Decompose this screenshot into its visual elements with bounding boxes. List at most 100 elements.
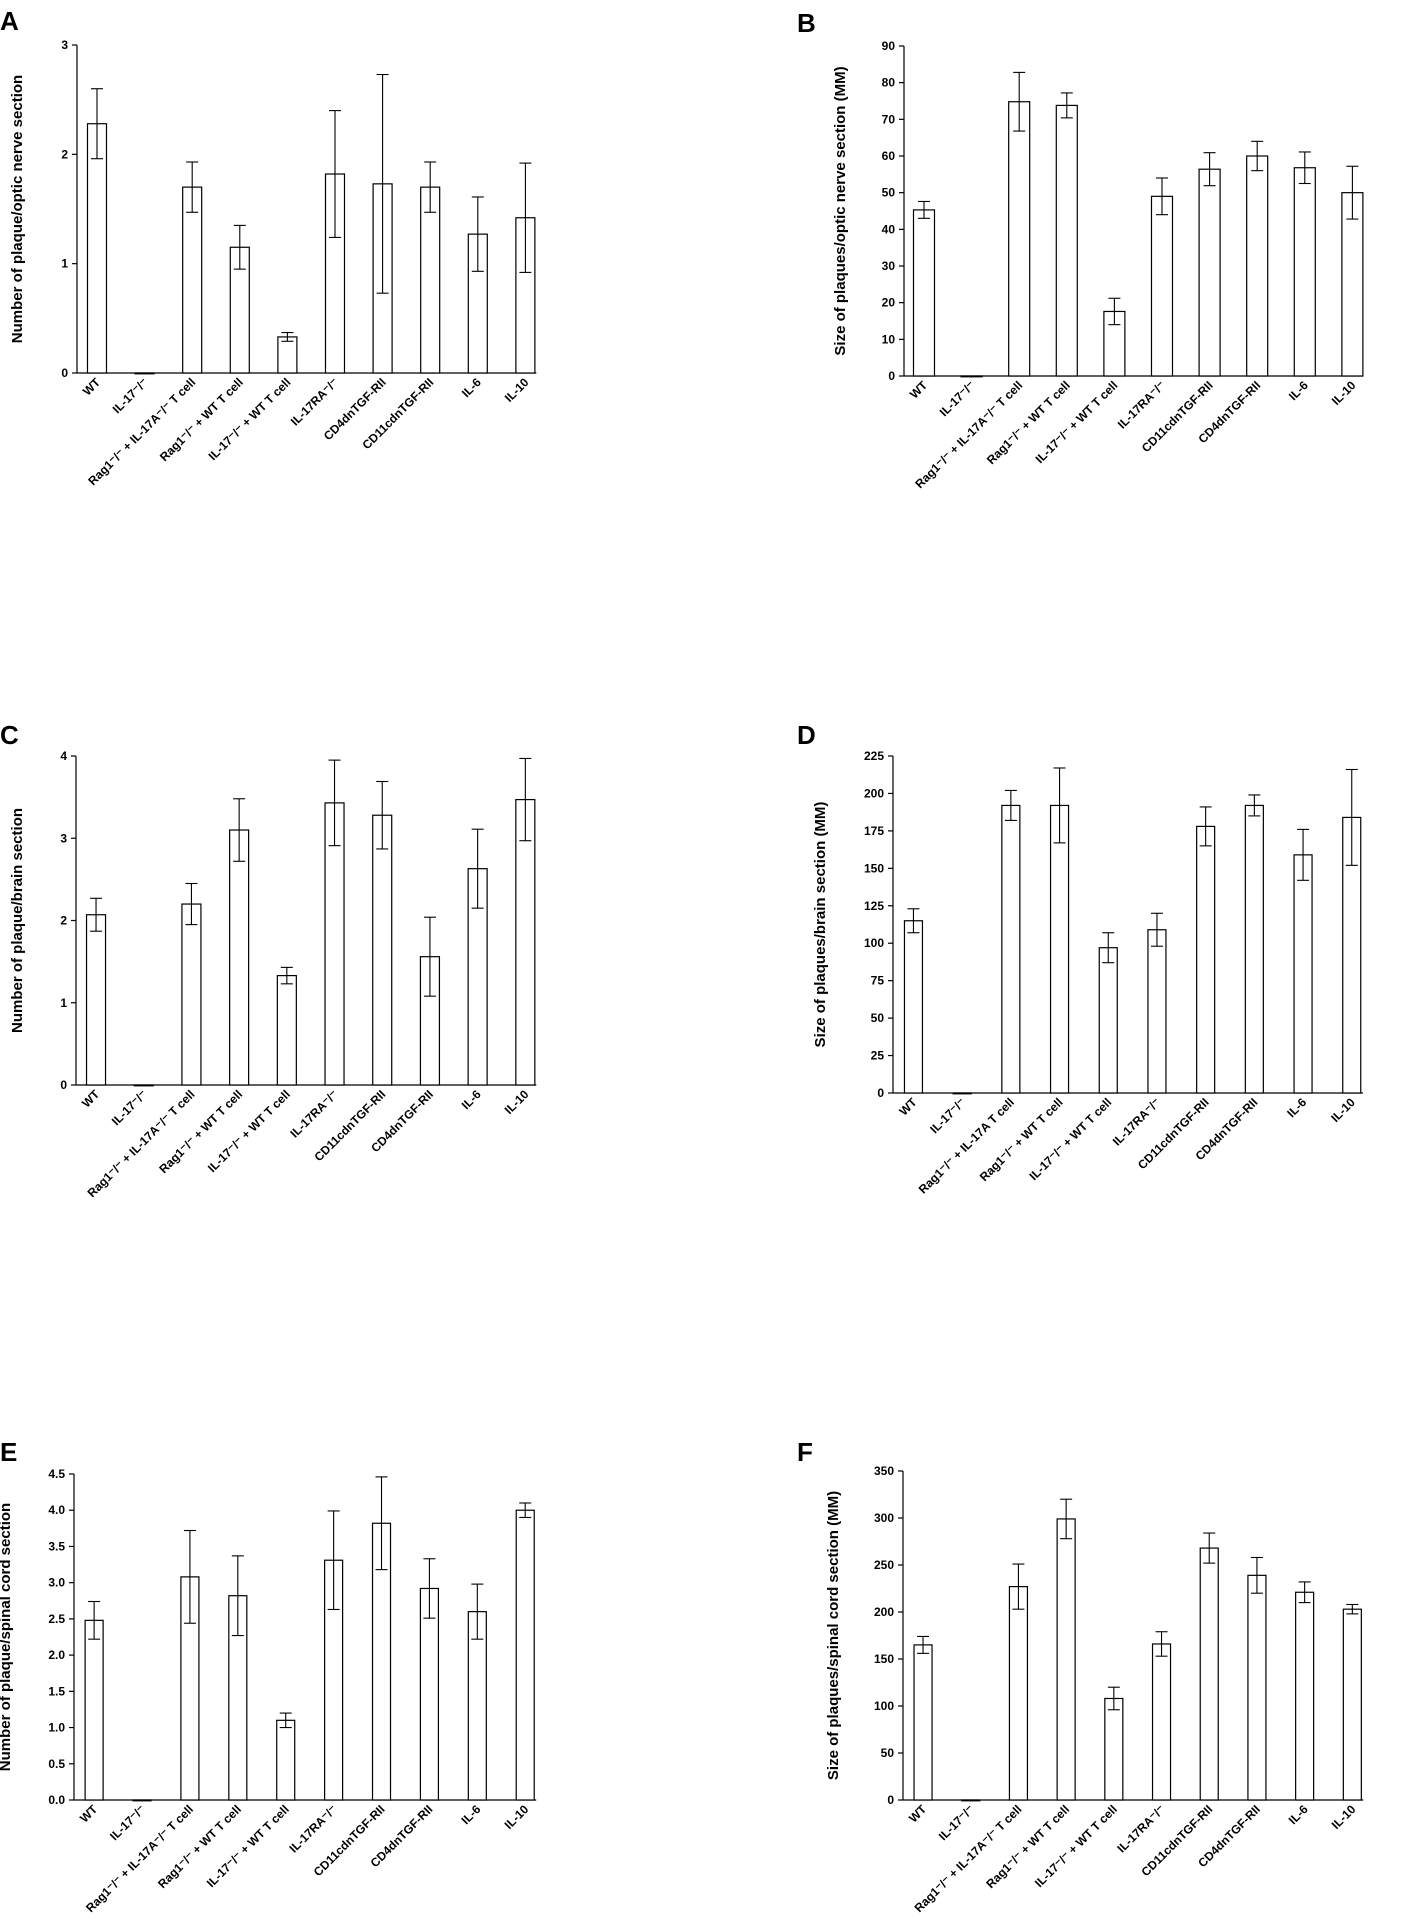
y-tick-label: 175 — [864, 824, 884, 838]
bar — [952, 1092, 972, 1095]
category-label: IL-10 — [502, 1087, 532, 1117]
bar — [277, 336, 298, 374]
error-bar — [423, 916, 436, 997]
category-label: IL-17⁻/⁻ + WT T cell — [1026, 1095, 1114, 1183]
error-bar — [231, 1555, 244, 1637]
y-tick-label: 4.5 — [48, 1467, 65, 1481]
y-tick-label: 350 — [874, 1464, 894, 1478]
panel-letter: A — [0, 6, 19, 36]
y-tick-label: 3.5 — [48, 1539, 65, 1553]
error-bar — [1155, 177, 1168, 216]
y-tick-label: 75 — [871, 974, 885, 988]
y-axis-label: Size of plaques/brain section (MM) — [812, 802, 829, 1048]
error-bar — [471, 1583, 484, 1640]
category-label: IL-17⁻/⁻ + WT T cell — [206, 375, 294, 463]
bar — [420, 186, 441, 374]
error-bar — [471, 196, 484, 272]
bar — [1151, 1643, 1172, 1801]
panel-letter: C — [0, 720, 19, 750]
error-bar — [183, 1529, 196, 1624]
category-label: Rag1⁻/⁻ + WT T cell — [977, 1095, 1066, 1184]
y-tick-label: 2.0 — [48, 1648, 65, 1662]
error-bar — [1251, 140, 1264, 172]
category-label: Rag1⁻/⁻ + WT T cell — [155, 1802, 244, 1891]
error-bar — [1102, 932, 1115, 964]
y-tick-label: 30 — [882, 259, 896, 273]
y-axis-label: Number of plaque/brain section — [9, 808, 26, 1033]
y-tick-label: 250 — [874, 1558, 894, 1572]
error-bar — [1060, 1498, 1073, 1540]
y-tick-label: 225 — [864, 749, 884, 763]
error-bar — [1004, 789, 1017, 821]
bar — [1008, 101, 1031, 377]
y-tick-label: 50 — [881, 1746, 895, 1760]
y-tick-label: 4.0 — [48, 1503, 65, 1517]
error-bar — [279, 1712, 292, 1729]
error-bar — [1108, 297, 1121, 326]
error-bar — [1345, 768, 1358, 866]
bar — [229, 829, 250, 1086]
category-label: IL-10 — [1328, 1095, 1358, 1125]
error-bar — [1298, 1581, 1311, 1604]
bar — [1147, 929, 1167, 1094]
y-tick-label: 0 — [61, 366, 68, 380]
y-tick-label: 0 — [888, 369, 895, 383]
bar — [1001, 804, 1021, 1094]
bar — [1198, 168, 1221, 377]
y-tick-label: 4 — [60, 749, 67, 763]
bar — [1247, 1574, 1267, 1801]
y-tick-label: 10 — [882, 332, 896, 346]
error-bar — [1203, 152, 1216, 187]
error-bar — [424, 161, 437, 213]
error-bar — [423, 1558, 436, 1619]
y-tick-label: 60 — [882, 149, 896, 163]
category-label: IL-17⁻/⁻ — [927, 1095, 968, 1136]
y-tick-label: 2 — [61, 147, 68, 161]
y-tick-label: 40 — [882, 222, 896, 236]
error-bar — [1150, 912, 1163, 947]
y-tick-label: 80 — [882, 76, 896, 90]
y-tick-label: 150 — [864, 861, 884, 875]
error-bar — [328, 110, 341, 238]
category-label: IL-17⁻/⁻ — [107, 1802, 148, 1843]
bar — [467, 1611, 487, 1801]
category-label: Rag1⁻/⁻ + WT T cell — [157, 375, 246, 464]
error-bar — [1060, 92, 1073, 119]
bar — [1293, 167, 1316, 377]
error-bar — [328, 759, 341, 847]
panel-D: D Size of plaques/brain section (MM) 0 25 50… — [797, 720, 1363, 1197]
error-bar — [88, 1600, 101, 1640]
error-bar — [186, 161, 199, 213]
error-bar — [327, 1510, 340, 1611]
y-tick-label: 3 — [60, 831, 67, 845]
y-tick-label: 1.5 — [48, 1684, 65, 1698]
error-bar — [519, 162, 532, 273]
bar — [276, 975, 297, 1086]
panel-letter: E — [0, 1437, 17, 1467]
bar — [1104, 1697, 1124, 1801]
y-tick-label: 25 — [871, 1049, 885, 1063]
error-bar — [519, 757, 532, 842]
y-tick-label: 20 — [882, 296, 896, 310]
category-label: IL-6 — [1286, 378, 1311, 403]
bar — [903, 920, 924, 1094]
bar — [1244, 804, 1264, 1094]
y-tick-label: 3.0 — [48, 1576, 65, 1590]
panel-letter: D — [797, 720, 816, 750]
y-axis-label: Number of plaque/optic nerve section — [9, 75, 26, 343]
bar — [372, 814, 393, 1086]
error-bar — [90, 88, 103, 160]
bar — [960, 375, 983, 378]
y-tick-label: 100 — [874, 1699, 894, 1713]
category-label: IL-17⁻/⁻ + WT T cell — [1032, 1802, 1120, 1890]
error-bar — [233, 224, 246, 270]
y-tick-label: 0 — [887, 1793, 894, 1807]
error-bar — [233, 798, 246, 862]
y-axis-label: Number of plaque/spinal cord section — [0, 1503, 14, 1771]
bar — [1342, 1608, 1362, 1801]
error-bar — [281, 331, 294, 342]
y-tick-label: 100 — [864, 936, 884, 950]
category-label: IL-10 — [1329, 378, 1359, 408]
category-label: IL-17⁻/⁻ — [937, 378, 978, 419]
error-bar — [280, 966, 293, 985]
